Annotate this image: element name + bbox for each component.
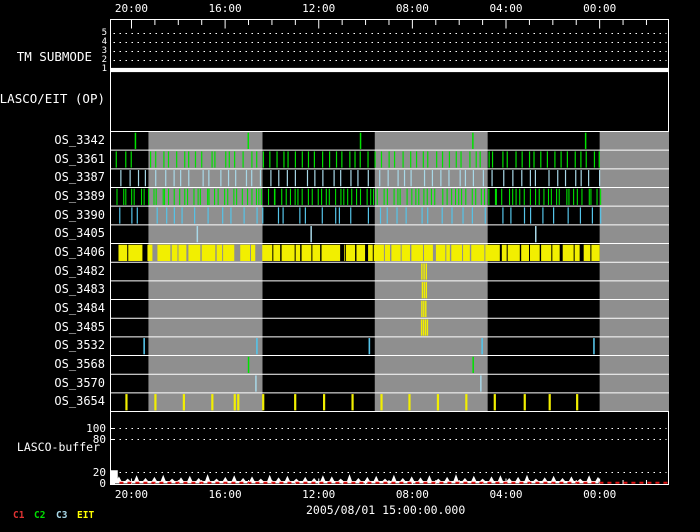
row-ticks-OS_3387: [120, 170, 601, 187]
row-label-OS_3532: OS_3532: [54, 338, 105, 353]
x-axis-top-label-16:00: 16:00: [208, 2, 242, 15]
row-ticks-OS_3342: [134, 132, 587, 149]
row-ticks-OS_3485: [420, 319, 429, 336]
row-label-OS_3342: OS_3342: [54, 132, 105, 147]
x-axis-bottom-label-16:00: 16:00: [208, 487, 242, 501]
row-label-OS_3485: OS_3485: [54, 319, 105, 334]
x-axis-top-label-12:00: 12:00: [302, 2, 336, 15]
buffer-y-label-100: 100: [86, 422, 106, 435]
buffer-grid: [110, 427, 667, 484]
x-axis-bottom-label-04:00: 04:00: [489, 487, 523, 501]
row-label-OS_3482: OS_3482: [54, 263, 105, 278]
tm-scale-label-2: 2: [101, 54, 107, 65]
legend-item-eit: EIT: [77, 510, 95, 521]
legend-item-c1: C1: [13, 510, 25, 521]
tm-submode-panel: [110, 32, 669, 73]
row-label-OS_3387: OS_3387: [54, 170, 105, 185]
x-axis-bottom-label-00:00: 00:00: [583, 487, 617, 501]
row-ticks-OS_3389: [116, 188, 602, 205]
datetime-label: 2005/08/01 15:00:00.000: [306, 503, 466, 517]
tm-submode-label: TM SUBMODE: [16, 48, 92, 64]
row-label-OS_3361: OS_3361: [54, 151, 105, 166]
buffer-usage-series: [110, 470, 601, 484]
row-ticks-OS_3405: [196, 226, 537, 243]
row-ticks-OS_3482: [421, 263, 428, 280]
buffer-y-label-20: 20: [92, 466, 106, 479]
tm-scale-label-3: 3: [101, 45, 107, 56]
row-ticks-OS_3484: [421, 300, 427, 317]
legend-item-c2: C2: [34, 510, 46, 521]
row-ticks-OS_3361: [115, 151, 600, 168]
row-label-OS_3389: OS_3389: [54, 188, 105, 203]
row-ticks-OS_3532: [143, 338, 595, 355]
row-label-OS_3570: OS_3570: [54, 375, 105, 390]
row-label-OS_3390: OS_3390: [54, 207, 105, 222]
row-label-OS_3654: OS_3654: [54, 394, 105, 409]
x-axis-top-label-00:00: 00:00: [583, 2, 617, 15]
x-axis-top-label-20:00: 20:00: [114, 2, 149, 15]
tm-scale-label-4: 4: [101, 36, 107, 47]
tm-scale-label-1: 1: [101, 64, 107, 74]
row-label-OS_3406: OS_3406: [54, 244, 105, 259]
lasco-eit-op-label: LASCO/EIT (OP): [0, 91, 105, 106]
buffer-y-label-0: 0: [99, 477, 106, 490]
row-grid: [110, 131, 669, 413]
x-axis-bottom-label-08:00: 08:00: [395, 487, 429, 501]
lasco-buffer-label: LASCO-buffer: [16, 440, 100, 454]
row-ticks-OS_3390: [119, 207, 602, 224]
row-ticks-OS_3483: [421, 282, 428, 299]
x-axis-bottom-label-12:00: 12:00: [302, 487, 336, 501]
buffer-y-label-80: 80: [92, 433, 106, 446]
row-label-OS_3405: OS_3405: [54, 226, 105, 241]
row-ticks-OS_3568: [247, 356, 474, 374]
row-ticks-OS_3654: [125, 394, 579, 411]
x-axis-top-label-08:00: 08:00: [395, 2, 429, 15]
row-ticks-OS_3406: [118, 244, 600, 261]
tm-scale-label-5: 5: [101, 27, 107, 38]
row-ticks-OS_3570: [255, 375, 482, 392]
row-label-OS_3568: OS_3568: [54, 356, 105, 371]
gray-bands: [148, 131, 669, 412]
row-label-OS_3484: OS_3484: [54, 300, 105, 315]
row-label-OS_3483: OS_3483: [54, 282, 105, 297]
legend-item-c3: C3: [56, 510, 68, 521]
x-axis-top-label-04:00: 04:00: [489, 2, 523, 15]
time-axis-top: [110, 19, 669, 29]
x-axis-bottom-label-20:00: 20:00: [114, 487, 149, 501]
